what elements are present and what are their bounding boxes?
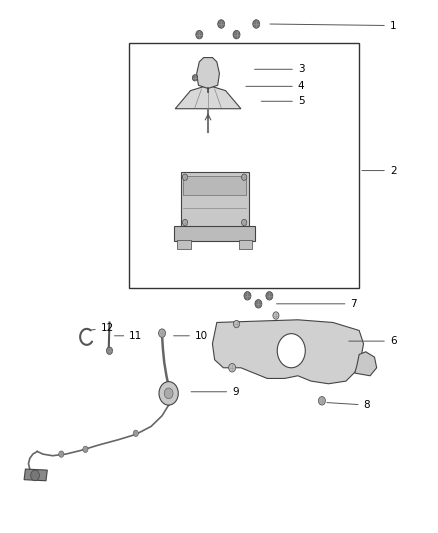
Polygon shape [212, 320, 364, 384]
Circle shape [31, 470, 39, 481]
Bar [129, 43, 359, 288]
Bar [183, 176, 246, 195]
Circle shape [233, 320, 240, 328]
Circle shape [244, 292, 251, 300]
Circle shape [277, 334, 305, 368]
Text: 2: 2 [362, 166, 396, 175]
Bar [174, 226, 255, 241]
Circle shape [218, 20, 225, 28]
Circle shape [242, 174, 247, 180]
Bar [180, 172, 249, 228]
Circle shape [255, 300, 262, 308]
Polygon shape [24, 469, 47, 481]
Circle shape [196, 30, 203, 39]
Text: 3: 3 [254, 64, 304, 74]
Text: 11: 11 [114, 331, 142, 341]
Text: 5: 5 [261, 96, 304, 106]
Polygon shape [175, 85, 241, 109]
Circle shape [159, 382, 178, 405]
Circle shape [164, 388, 173, 399]
Text: 9: 9 [191, 387, 239, 397]
Text: 12: 12 [90, 323, 114, 333]
Text: 4: 4 [246, 82, 304, 91]
Text: 7: 7 [276, 299, 357, 309]
Circle shape [266, 292, 273, 300]
Circle shape [183, 220, 187, 225]
Text: 6: 6 [349, 336, 396, 346]
Circle shape [59, 451, 64, 457]
Polygon shape [355, 352, 377, 376]
Polygon shape [197, 58, 219, 88]
Circle shape [253, 20, 260, 28]
Circle shape [273, 312, 279, 319]
Circle shape [159, 329, 166, 337]
Text: 1: 1 [270, 21, 396, 30]
Circle shape [106, 347, 113, 354]
Bar [177, 240, 191, 249]
Circle shape [318, 397, 325, 405]
Circle shape [192, 75, 198, 81]
Bar [239, 240, 252, 249]
Circle shape [229, 364, 236, 372]
Circle shape [133, 430, 138, 437]
Circle shape [83, 446, 88, 453]
Text: 10: 10 [173, 331, 208, 341]
Circle shape [233, 30, 240, 39]
Text: 8: 8 [327, 400, 370, 410]
Circle shape [183, 174, 187, 180]
Circle shape [242, 220, 247, 225]
